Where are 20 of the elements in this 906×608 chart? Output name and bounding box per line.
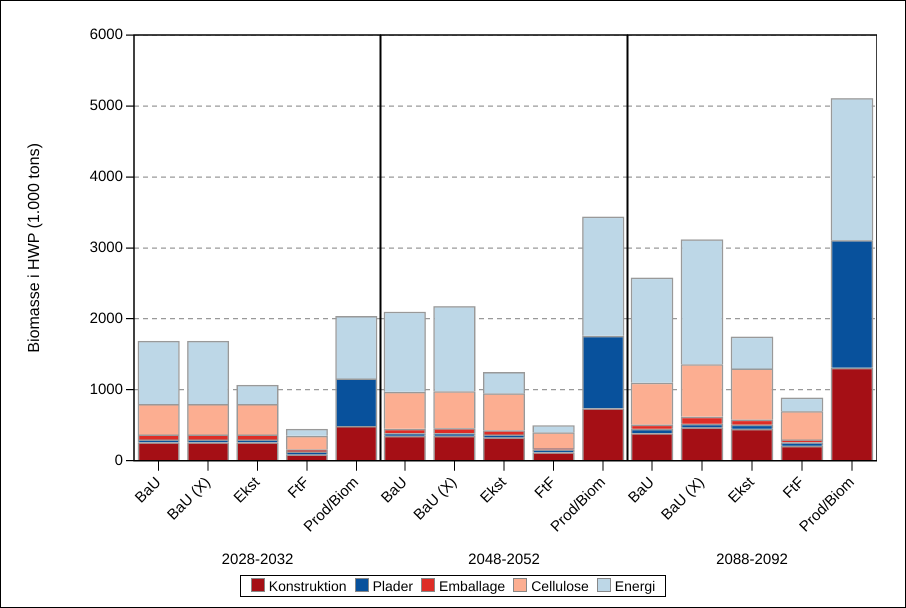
y-tick-label: 6000 xyxy=(90,26,123,44)
legend-label: Energi xyxy=(614,578,656,594)
x-axis-title: 2048-2052 xyxy=(468,551,540,568)
y-tick-label: 4000 xyxy=(90,168,123,186)
x-axis-title: 2028-2032 xyxy=(222,551,294,568)
legend-label: Plader xyxy=(372,578,414,594)
y-tick-label: 2000 xyxy=(90,310,123,327)
y-tick-label: 1000 xyxy=(90,380,123,398)
x-tick-label: Ekst xyxy=(477,473,510,507)
y-tick-label: 0 xyxy=(114,452,123,469)
x-axis-title: 2088-2092 xyxy=(716,551,788,568)
legend-label: Cellulose xyxy=(530,578,589,594)
y-tick-label: 3000 xyxy=(90,239,123,256)
y-tick-label: 5000 xyxy=(90,97,123,114)
x-tick-label: Ekst xyxy=(725,473,758,507)
y-axis-title: Biomasse i HWP (1.000 tons) xyxy=(26,143,44,353)
legend-label: Konstruktion xyxy=(268,578,347,594)
x-tick-label: Ekst xyxy=(230,473,264,507)
legend-label: Emballage xyxy=(438,578,506,594)
x-tick-label: FtF xyxy=(780,474,808,502)
